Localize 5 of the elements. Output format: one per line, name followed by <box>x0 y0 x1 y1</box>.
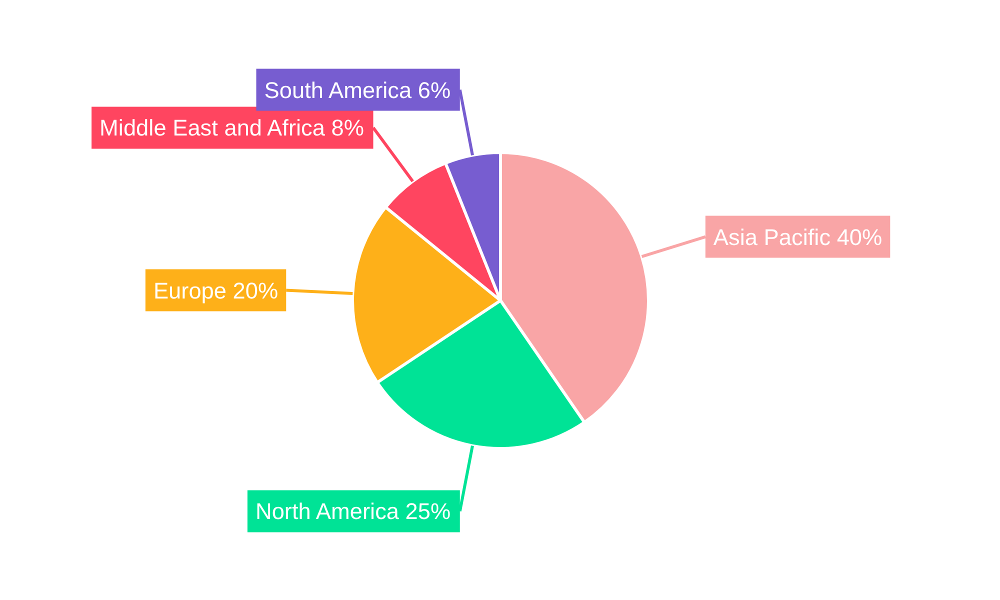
slice-label: Europe 20% <box>153 277 278 304</box>
slice-label: Middle East and Africa 8% <box>100 114 364 141</box>
slice-label: South America 6% <box>264 76 451 103</box>
slice-label: Asia Pacific 40% <box>713 224 882 250</box>
slice-label: North America 25% <box>255 498 451 524</box>
